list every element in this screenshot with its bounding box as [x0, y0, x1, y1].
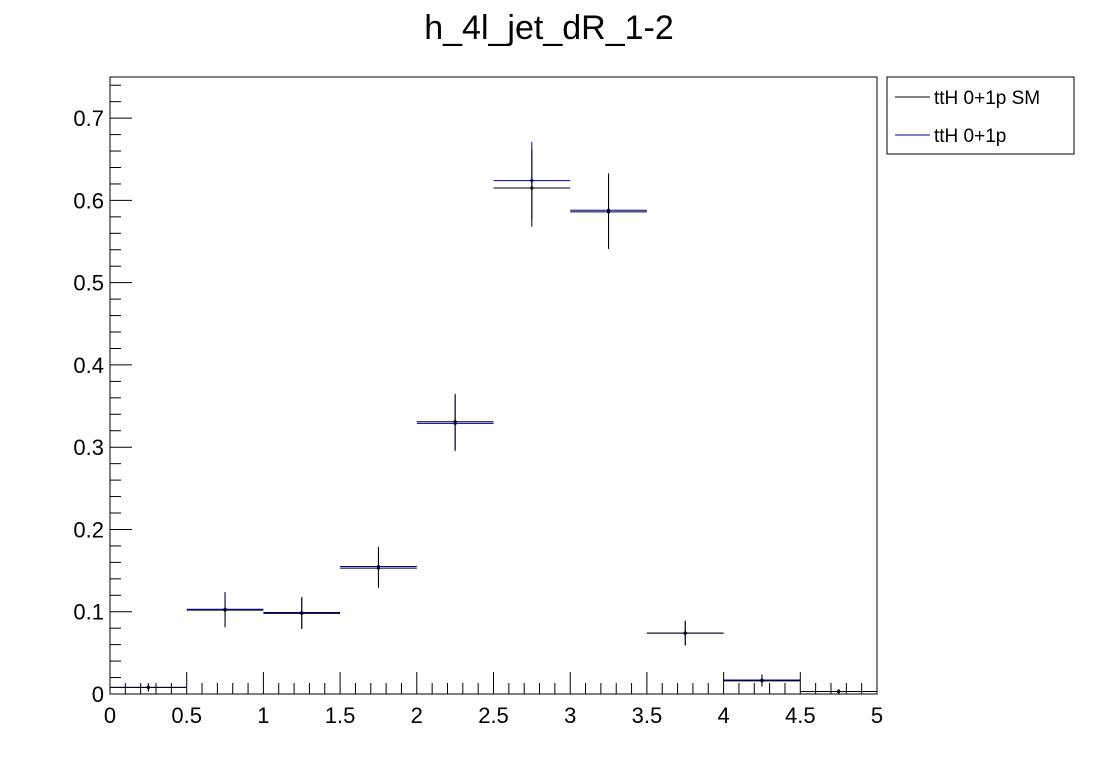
data-point — [530, 186, 534, 190]
x-tick-label: 3 — [564, 703, 576, 728]
x-tick-label: 2.5 — [478, 703, 509, 728]
y-tick-label: 0.4 — [73, 353, 104, 378]
x-tick-label: 1 — [257, 703, 269, 728]
data-point — [683, 631, 687, 635]
chart-title: h_4l_jet_dR_1-2 — [424, 9, 674, 47]
y-tick-label: 0.3 — [73, 435, 104, 460]
x-tick-label: 5 — [871, 703, 883, 728]
x-tick-label: 4 — [717, 703, 729, 728]
y-tick-label: 0 — [92, 682, 104, 707]
data-point — [606, 210, 611, 214]
legend-label-sm: ttH 0+1p SM — [934, 88, 1040, 109]
series-0 — [110, 149, 877, 694]
x-tick-label: 4.5 — [785, 703, 816, 728]
y-tick-label: 0.6 — [73, 188, 104, 213]
x-tick-label: 0.5 — [171, 703, 202, 728]
x-tick-label: 3.5 — [632, 703, 663, 728]
series-layer — [110, 141, 877, 694]
y-tick-label: 0.7 — [73, 106, 104, 131]
legend-box — [886, 76, 1075, 155]
x-tick-label: 0 — [104, 703, 116, 728]
data-point — [837, 689, 841, 694]
data-point — [223, 608, 227, 612]
axes: 0 0.5 1 1.5 2 2.5 3 3.5 4 4.5 5 0 0.1 0.2 0.3 0.4 0.5 0.6… — [73, 84, 883, 728]
y-tick-label: 0.2 — [73, 517, 104, 542]
x-tick-label: 2 — [411, 703, 423, 728]
data-point — [146, 685, 150, 690]
data-point — [300, 611, 304, 615]
legend: ttH 0+1p SM ttH 0+1p — [886, 76, 1075, 155]
legend-label-p: ttH 0+1p — [934, 126, 1006, 147]
y-tick-label: 0.1 — [73, 600, 104, 625]
data-point — [760, 679, 764, 683]
x-tick-label: 1.5 — [325, 703, 356, 728]
data-point — [376, 566, 381, 570]
y-tick-label: 0.5 — [73, 271, 104, 296]
data-point — [453, 420, 457, 424]
